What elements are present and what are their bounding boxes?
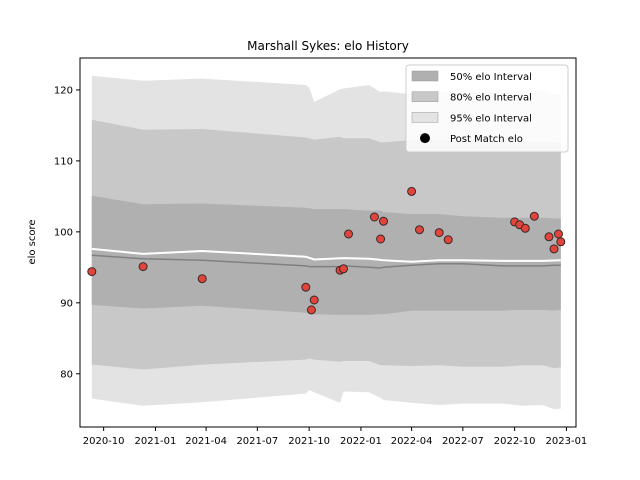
legend-label: 95% elo Interval [450,113,532,124]
post-match-points [87,186,566,315]
legend-label: 80% elo Interval [450,93,532,104]
post-match-elo-point [415,225,424,235]
x-tick-label: 2021-07 [236,436,278,447]
band-50 [91,195,561,315]
y-tick-label: 110 [54,156,73,167]
x-tick-label: 2021-01 [135,436,177,447]
post-match-elo-point [379,216,388,226]
y-tick-label: 90 [60,298,73,309]
x-tick-label: 2022-04 [391,436,433,447]
mean-elo-line [91,254,561,269]
legend-swatch [411,70,439,82]
legend-marker [420,133,430,144]
legend-box [405,64,569,153]
post-match-elo-point [301,282,311,292]
post-match-elo-point [549,244,559,254]
legend: 50% elo Interval 80% elo Interval 95% elo … [405,64,569,153]
post-match-elo-point [306,305,316,315]
median-elo-line [91,247,561,263]
plot-frame [79,57,577,428]
post-match-elo-point [407,186,417,196]
post-match-elo-point [520,223,530,233]
legend-label: 50% elo Interval [450,72,532,83]
post-match-elo-point [544,232,554,242]
x-axis: 2020-10 2021-01 2021-04 2021-07 2021-10 2022-… [83,427,588,447]
post-match-elo-point [138,262,148,272]
y-tick-label: 120 [54,85,73,96]
y-axis-label: elo score [27,219,38,264]
x-tick-label: 2020-10 [83,436,125,447]
post-match-elo-point [529,211,539,221]
x-tick-label: 2021-04 [185,436,227,447]
post-match-elo-point [344,229,353,239]
plot-area [87,75,566,410]
x-tick-label: 2023-01 [546,436,588,447]
x-tick-label: 2021-10 [288,436,330,447]
legend-swatch [411,112,439,123]
post-match-elo-point [369,212,379,222]
y-tick-label: 100 [54,227,73,238]
post-match-elo-point [554,229,563,239]
post-match-elo-point [339,264,348,274]
post-match-elo-point [309,295,319,305]
legend-label: Post Match elo [450,134,523,145]
y-tick-label: 80 [60,369,73,380]
interval-bands [91,75,561,410]
post-match-elo-point [87,267,97,277]
trend-lines [91,247,561,269]
x-tick-label: 2022-10 [494,436,536,447]
x-tick-label: 2022-01 [340,436,382,447]
post-match-elo-point [556,237,566,247]
chart-title: Marshall Sykes: elo History [247,39,409,53]
x-tick-label: 2022-07 [442,436,484,447]
legend-swatch [411,91,439,102]
post-match-elo-point [443,235,453,245]
post-match-elo-point [376,234,386,244]
post-match-elo-point [197,274,207,284]
y-axis: 80 90 100 110 120 [54,85,80,380]
post-match-elo-point [434,228,444,238]
